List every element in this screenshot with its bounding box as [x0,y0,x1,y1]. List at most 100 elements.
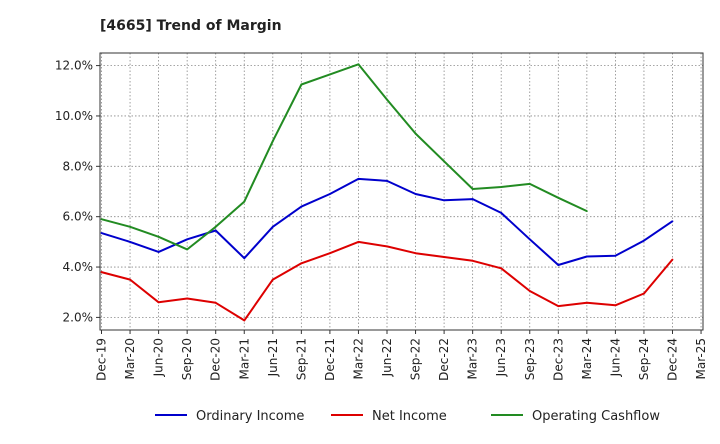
data-point [614,304,617,307]
data-point [357,178,360,180]
data-point [557,196,560,199]
data-point [214,225,217,228]
y-tick-label: 4.0% [63,260,94,274]
data-point [357,240,360,243]
data-point [157,301,160,304]
x-tick-label: Jun-20 [152,338,166,377]
data-point [443,256,445,258]
x-tick-label: Mar-22 [351,338,365,379]
data-point [500,186,503,188]
data-point [357,63,360,66]
y-axis: 2.0% 4.0% 6.0% 8.0% 10.0% 12.0% [55,59,100,324]
legend-label: Operating Cashflow [532,409,660,424]
data-point [271,278,274,281]
series-line-2 [101,63,588,251]
data-point [414,193,417,195]
data-point [100,271,103,273]
data-point [214,301,217,304]
data-point [643,292,645,295]
x-tick-label: Jun-22 [380,338,394,377]
data-point [329,252,331,255]
data-point [528,183,531,185]
x-axis: Dec-19 Mar-20 Jun-20 Sep-20 Dec-20 Mar-21 Jun-… [95,330,708,381]
y-tick-label: 12.0% [55,59,93,73]
x-tick-label: Dec-19 [95,338,109,381]
data-point [500,267,503,270]
data-point [443,160,445,163]
x-tick-label: Jun-23 [494,338,508,377]
data-point [157,251,160,253]
data-point [528,290,531,292]
x-tick-label: Sep-21 [294,338,308,380]
data-point [129,240,131,243]
x-tick-label: Dec-21 [323,338,337,381]
x-tick-label: Dec-24 [666,338,680,381]
x-tick-label: Mar-21 [237,338,251,379]
data-point [585,210,588,213]
x-tick-label: Jun-21 [266,338,280,377]
data-point [100,232,103,234]
x-tick-label: Mar-20 [123,338,137,379]
data-point [129,225,131,228]
data-point [671,258,674,261]
legend-label: Ordinary Income [196,409,304,424]
data-point [329,73,331,76]
data-point [300,262,303,265]
data-point [471,198,474,200]
plot-area-border [99,52,704,331]
data-point [329,193,331,195]
y-tick-label: 10.0% [55,109,93,123]
data-point [186,238,189,241]
legend-label: Net Income [372,409,447,424]
data-point [300,205,303,208]
x-tick-label: Mar-24 [580,338,594,379]
data-point [557,305,560,307]
x-tick-label: Sep-24 [637,338,651,380]
data-point [129,278,131,281]
data-point [186,248,189,251]
data-point [186,297,189,300]
data-point [214,229,217,232]
y-tick-label: 6.0% [63,210,94,224]
x-tick-label: Sep-23 [523,338,537,380]
data-point [386,98,388,101]
x-tick-label: Mar-25 [694,338,708,379]
x-tick-label: Dec-22 [437,338,451,381]
x-tick-label: Dec-20 [209,338,223,381]
data-point [585,255,588,258]
data-point [243,200,246,203]
data-point [614,254,617,257]
grid-lines [100,53,703,330]
x-tick-label: Sep-22 [409,338,423,380]
x-tick-label: Sep-20 [180,338,194,380]
y-tick-label: 2.0% [63,310,94,324]
data-point [671,220,674,223]
data-point [414,252,417,255]
data-point [557,264,560,266]
x-tick-label: Jun-24 [608,338,622,377]
data-point [243,319,246,322]
data-point [271,140,274,143]
data-point [585,301,588,304]
series-lines [100,63,674,322]
data-point [471,188,474,190]
data-point [471,259,474,262]
data-point [500,212,503,214]
data-point [100,218,103,221]
x-tick-label: Mar-23 [466,338,480,379]
data-point [243,257,246,260]
x-tick-label: Dec-23 [551,338,565,381]
data-point [271,225,274,228]
data-point [443,199,445,202]
data-point [157,235,160,238]
data-point [643,239,645,242]
data-point [528,238,531,241]
data-point [386,180,388,182]
data-point [414,132,417,135]
data-point [300,83,303,86]
legend: Ordinary Income Net Income Operating Cashf… [155,409,660,424]
y-tick-label: 8.0% [63,159,94,173]
data-point [386,245,388,248]
